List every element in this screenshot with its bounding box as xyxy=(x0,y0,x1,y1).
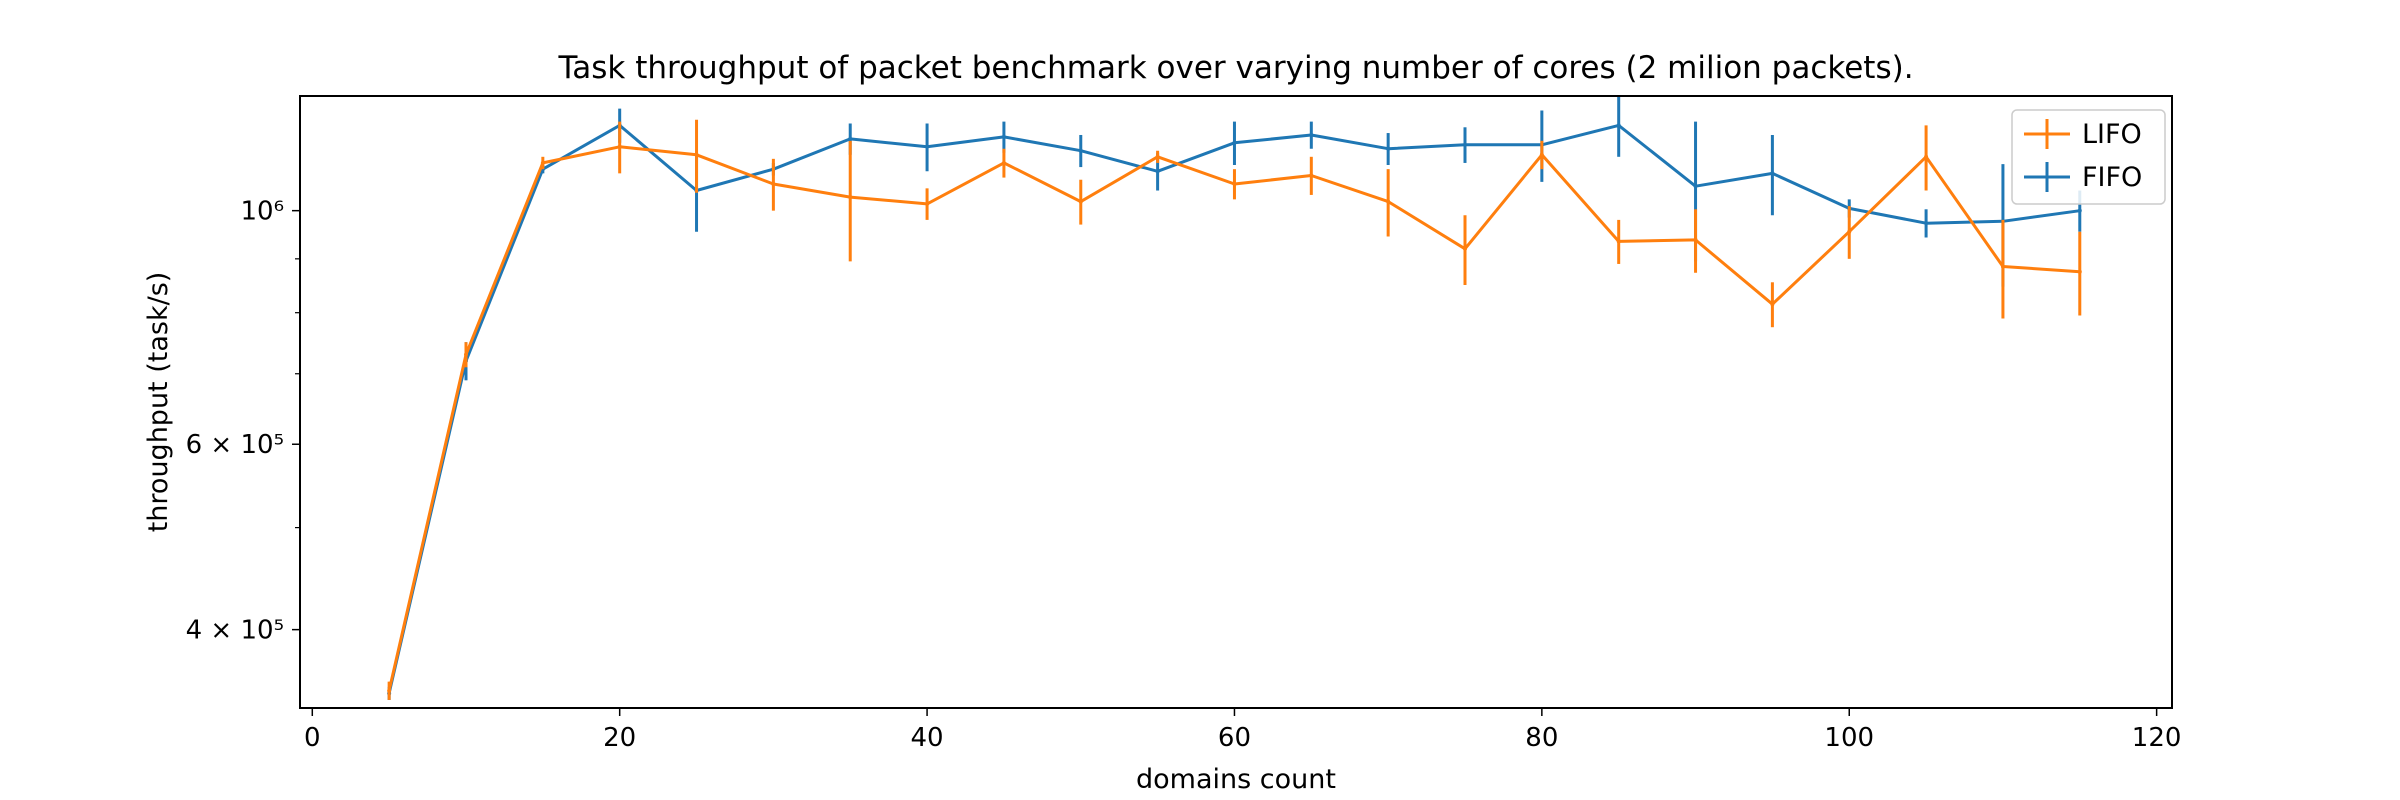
legend-label: FIFO xyxy=(2082,162,2142,193)
data-point xyxy=(1770,171,1775,176)
data-point xyxy=(1693,184,1698,189)
series-line xyxy=(387,145,2080,692)
data-point xyxy=(1924,154,1929,159)
x-tick-label: 20 xyxy=(603,723,636,753)
x-tick-label: 100 xyxy=(1824,723,1874,753)
data-point xyxy=(1847,229,1852,234)
chart-title: Task throughput of packet benchmark over… xyxy=(557,50,1913,86)
data-point xyxy=(1309,173,1314,178)
data-point xyxy=(848,195,853,200)
data-point xyxy=(1001,160,1006,165)
data-point xyxy=(387,688,392,693)
data-point xyxy=(1155,154,1160,159)
x-tick-label: 40 xyxy=(911,723,944,753)
data-point xyxy=(1924,221,1929,226)
y-tick-label: 6 × 10⁵ xyxy=(186,430,284,460)
data-point xyxy=(1539,152,1544,157)
data-point xyxy=(1309,132,1314,137)
data-point xyxy=(2000,264,2005,269)
data-point xyxy=(848,136,853,141)
x-tick-label: 80 xyxy=(1525,723,1558,753)
x-axis-label: domains count xyxy=(1136,764,1336,795)
legend-label: LIFO xyxy=(2082,119,2142,150)
data-point xyxy=(1155,169,1160,174)
legend: LIFO FIFO xyxy=(2011,109,2166,205)
data-point xyxy=(1463,246,1468,251)
plot-frame xyxy=(299,95,2173,709)
data-point xyxy=(1001,134,1006,139)
data-point xyxy=(463,352,468,357)
data-point xyxy=(1616,123,1621,128)
series-line xyxy=(387,123,2081,694)
data-point xyxy=(1232,140,1237,145)
y-axis: 4 × 10⁵ 6 × 10⁵ 10⁶ xyxy=(186,197,300,646)
data-point xyxy=(1232,182,1237,187)
data-point xyxy=(2077,208,2082,213)
plot-area xyxy=(387,96,2082,700)
y-tick-label: 4 × 10⁵ xyxy=(186,616,284,646)
x-axis: 0 20 40 60 80 100 120 xyxy=(304,708,2181,753)
y-tick-label: 10⁶ xyxy=(240,197,284,227)
data-point xyxy=(1693,237,1698,242)
data-point xyxy=(1078,199,1083,204)
data-point xyxy=(540,160,545,165)
legend-item-fifo: FIFO xyxy=(2024,162,2142,193)
data-point xyxy=(617,144,622,149)
data-point xyxy=(1463,142,1468,147)
data-point xyxy=(694,152,699,157)
legend-item-lifo: LIFO xyxy=(2024,119,2142,150)
data-point xyxy=(2077,269,2082,274)
series-lifo xyxy=(387,119,2082,700)
data-point xyxy=(925,144,930,149)
y-axis-label: throughput (task/s) xyxy=(143,272,174,533)
x-tick-label: 60 xyxy=(1218,723,1251,753)
data-point xyxy=(1078,148,1083,153)
data-point xyxy=(925,201,930,206)
x-tick-label: 0 xyxy=(304,723,321,753)
data-point xyxy=(1616,239,1621,244)
data-point xyxy=(1386,146,1391,151)
x-tick-label: 120 xyxy=(2132,723,2182,753)
data-point xyxy=(1386,199,1391,204)
data-point xyxy=(771,182,776,187)
data-point xyxy=(1770,302,1775,307)
